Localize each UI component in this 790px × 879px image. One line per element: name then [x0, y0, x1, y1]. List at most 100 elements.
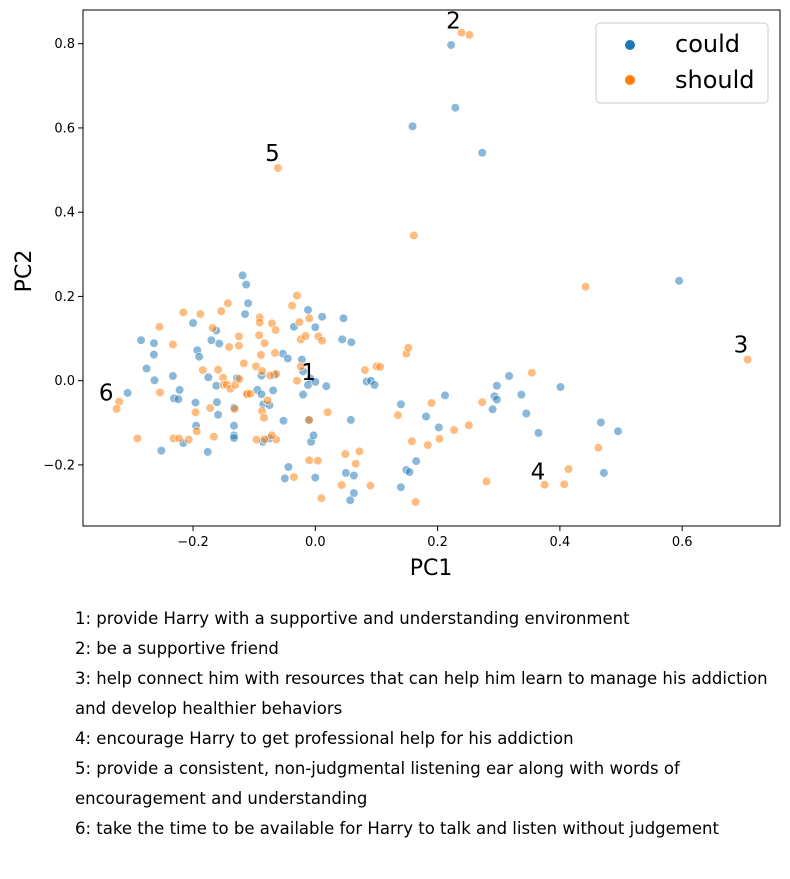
point-should-62	[252, 435, 262, 445]
point-could-51	[303, 305, 313, 315]
point-could-7	[243, 298, 253, 308]
points-layer	[111, 28, 753, 507]
point-could-13	[136, 335, 146, 345]
point-should-90	[434, 434, 445, 444]
legend: could should	[595, 22, 769, 104]
point-should-78	[365, 481, 376, 491]
point-could-0	[446, 40, 456, 50]
caption-1: 1: provide Harry with a supportive and u…	[75, 609, 630, 628]
point-could-67	[310, 473, 320, 483]
point-could-74	[346, 415, 356, 425]
point-should-14	[216, 306, 226, 316]
point-should-16	[208, 323, 218, 333]
y-tick-label: −0.2	[43, 458, 75, 473]
captions: 1: provide Harry with a supportive and u…	[75, 604, 775, 844]
point-could-37	[229, 433, 239, 443]
point-should-75	[351, 459, 361, 469]
y-tick-label: 0.8	[54, 37, 75, 52]
point-could-14	[149, 338, 159, 348]
point-could-96	[596, 417, 606, 428]
point-should-93	[477, 397, 487, 407]
point-should-63	[260, 434, 270, 444]
point-should-15	[223, 298, 233, 308]
point-could-33	[213, 410, 223, 420]
point-should-3	[409, 230, 419, 240]
point-could-26	[203, 372, 213, 382]
point-should-92	[464, 420, 474, 430]
point-could-21	[175, 385, 185, 395]
point-could-1	[450, 103, 460, 113]
point-should-56	[230, 404, 240, 414]
point-should-35	[317, 336, 327, 346]
point-should-67	[174, 433, 184, 444]
point-could-86	[440, 390, 450, 401]
point-could-75	[341, 468, 351, 478]
point-should-54	[192, 426, 202, 436]
legend-marker-could	[625, 40, 635, 50]
point-should-24	[254, 330, 264, 340]
point-could-70	[337, 334, 347, 345]
point-should-83	[393, 410, 403, 420]
point-should-55	[209, 432, 219, 442]
point-should-68	[184, 435, 194, 445]
point-could-25	[190, 398, 201, 408]
point-should-47	[257, 366, 267, 376]
caption-6: 6: take the time to be available for Har…	[75, 819, 719, 838]
point-should-32	[301, 331, 311, 341]
annotation-3: 3	[734, 333, 749, 359]
point-could-22	[149, 375, 160, 385]
point-could-3	[477, 148, 487, 158]
point-could-90	[492, 381, 502, 391]
point-could-88	[492, 395, 502, 405]
annotation-4: 4	[531, 460, 546, 486]
x-tick-label: 0.0	[305, 535, 326, 550]
point-should-7	[111, 404, 122, 414]
point-could-58	[321, 381, 331, 391]
point-could-12	[214, 339, 224, 349]
point-could-69	[346, 337, 357, 347]
legend-marker-should	[625, 75, 635, 85]
annotation-1: 1	[301, 360, 316, 386]
point-could-18	[142, 363, 152, 374]
x-tick-label: −0.2	[177, 535, 209, 550]
caption-5: 5: provide a consistent, non-judgmental …	[75, 759, 680, 808]
point-could-11	[206, 335, 216, 345]
point-should-25	[271, 325, 281, 335]
point-could-31	[203, 447, 213, 457]
point-could-53	[317, 312, 327, 322]
point-should-1	[464, 30, 475, 40]
point-should-13	[195, 309, 205, 319]
point-should-4	[580, 282, 591, 292]
point-should-58	[245, 389, 256, 399]
point-could-40	[256, 389, 267, 399]
caption-2: 2: be a supportive friend	[75, 639, 279, 658]
point-should-65	[267, 430, 277, 441]
point-should-23	[260, 338, 270, 348]
point-could-9	[188, 318, 198, 328]
point-could-6	[241, 280, 251, 290]
point-could-97	[599, 468, 609, 478]
point-should-28	[287, 301, 297, 311]
point-could-98	[613, 426, 623, 436]
legend-frame	[595, 22, 769, 104]
point-could-85	[434, 422, 444, 433]
point-should-91	[449, 425, 459, 435]
point-could-68	[338, 313, 349, 323]
legend-label-should: should	[675, 66, 755, 94]
point-should-18	[234, 331, 244, 342]
point-could-79	[396, 399, 406, 409]
point-could-81	[404, 467, 415, 477]
point-should-86	[407, 436, 417, 446]
point-should-5	[742, 355, 753, 365]
point-could-57	[310, 377, 320, 387]
point-should-69	[289, 472, 299, 482]
point-could-62	[283, 462, 294, 472]
caption-4: 4: encourage Harry to get professional h…	[75, 729, 574, 748]
point-could-15	[149, 350, 159, 360]
point-should-46	[251, 361, 261, 372]
point-could-4	[674, 276, 684, 286]
annotation-2: 2	[446, 9, 461, 35]
point-should-71	[313, 456, 323, 466]
point-should-33	[304, 313, 314, 323]
point-could-82	[411, 456, 421, 466]
